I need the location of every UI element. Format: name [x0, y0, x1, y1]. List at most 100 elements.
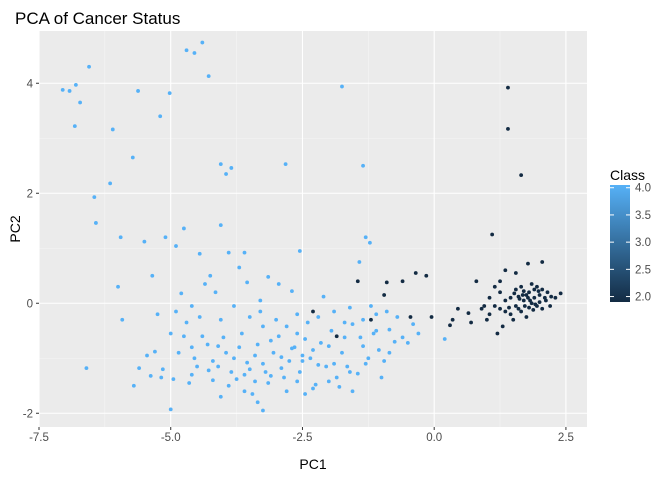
data-point — [329, 328, 334, 333]
data-point — [158, 114, 163, 119]
data-point — [150, 273, 155, 278]
data-point — [184, 320, 189, 325]
data-point — [226, 250, 231, 255]
data-point — [334, 334, 339, 339]
data-point — [197, 251, 202, 256]
data-point — [205, 342, 210, 347]
data-point — [516, 306, 521, 311]
data-point — [253, 353, 257, 358]
x-tick-label: -7.5 — [29, 432, 49, 444]
data-point — [187, 381, 192, 385]
data-point — [369, 304, 373, 308]
y-axis-title: PC2 — [7, 215, 23, 242]
data-point — [245, 280, 250, 285]
data-point — [529, 301, 534, 306]
data-point — [206, 368, 211, 373]
data-point — [255, 342, 260, 347]
data-point — [87, 64, 91, 69]
data-point — [503, 298, 508, 303]
data-point — [382, 359, 387, 363]
data-point — [524, 315, 529, 319]
data-point — [179, 291, 184, 296]
data-point — [540, 260, 545, 264]
data-point — [184, 48, 189, 53]
data-point — [342, 335, 347, 340]
legend-label: 2.5 — [635, 264, 651, 276]
data-point — [300, 359, 305, 363]
data-point — [94, 221, 98, 225]
data-point — [408, 315, 413, 319]
data-point — [321, 294, 326, 299]
data-point — [358, 335, 363, 340]
data-point — [413, 271, 418, 275]
data-point — [533, 302, 538, 307]
data-point — [350, 389, 355, 394]
data-point — [319, 340, 323, 345]
data-point — [192, 51, 197, 55]
data-point — [416, 331, 421, 336]
data-point — [279, 355, 284, 360]
data-point — [361, 163, 365, 168]
data-point — [537, 300, 542, 305]
data-point — [334, 375, 339, 380]
data-point — [159, 375, 164, 380]
data-point — [487, 312, 492, 317]
data-point — [429, 315, 434, 319]
data-point — [500, 324, 505, 329]
data-point — [363, 235, 368, 240]
data-point — [479, 306, 484, 311]
data-point — [110, 127, 115, 132]
data-point — [540, 306, 545, 311]
data-point — [250, 392, 255, 396]
data-point — [213, 290, 218, 295]
data-point — [182, 226, 186, 231]
data-point — [308, 356, 313, 361]
x-axis-title: PC1 — [299, 456, 326, 472]
data-point — [130, 155, 135, 160]
data-point — [313, 382, 318, 387]
y-axis: -2 0 2 4 — [23, 78, 39, 420]
data-point — [167, 91, 172, 96]
data-point — [376, 348, 381, 352]
data-point — [189, 345, 194, 350]
data-point — [536, 289, 541, 294]
data-point — [368, 240, 372, 245]
data-point — [120, 317, 125, 322]
data-point — [263, 370, 268, 374]
data-point — [226, 383, 231, 388]
legend-ticks: 2.0 2.5 3.0 3.5 4.0 — [610, 183, 651, 304]
data-point — [544, 298, 548, 303]
data-point — [531, 307, 536, 312]
data-point — [506, 85, 510, 90]
data-point — [242, 372, 247, 377]
data-point — [195, 364, 199, 369]
data-point — [224, 172, 228, 176]
data-point — [361, 344, 365, 349]
data-point — [549, 294, 554, 299]
data-point — [492, 284, 497, 289]
data-point — [495, 331, 500, 336]
data-point — [276, 282, 281, 286]
data-point — [290, 289, 294, 294]
data-point — [498, 279, 502, 284]
legend-label: 4.0 — [635, 183, 651, 195]
data-point — [131, 383, 136, 388]
data-point — [142, 239, 147, 244]
data-point — [261, 361, 265, 366]
data-point — [168, 407, 173, 412]
data-point — [371, 331, 376, 336]
data-point — [484, 317, 489, 322]
data-point — [72, 124, 77, 129]
chart-title: PCA of Cancer Status — [15, 9, 180, 28]
data-point — [487, 295, 492, 300]
data-point — [271, 350, 276, 355]
data-point — [174, 309, 178, 314]
legend-label: 3.5 — [635, 210, 651, 222]
data-point — [316, 362, 321, 367]
data-point — [92, 195, 97, 200]
data-point — [284, 324, 289, 329]
data-point — [548, 304, 553, 308]
data-point — [532, 295, 537, 300]
data-point — [155, 312, 160, 317]
data-point — [258, 309, 263, 314]
